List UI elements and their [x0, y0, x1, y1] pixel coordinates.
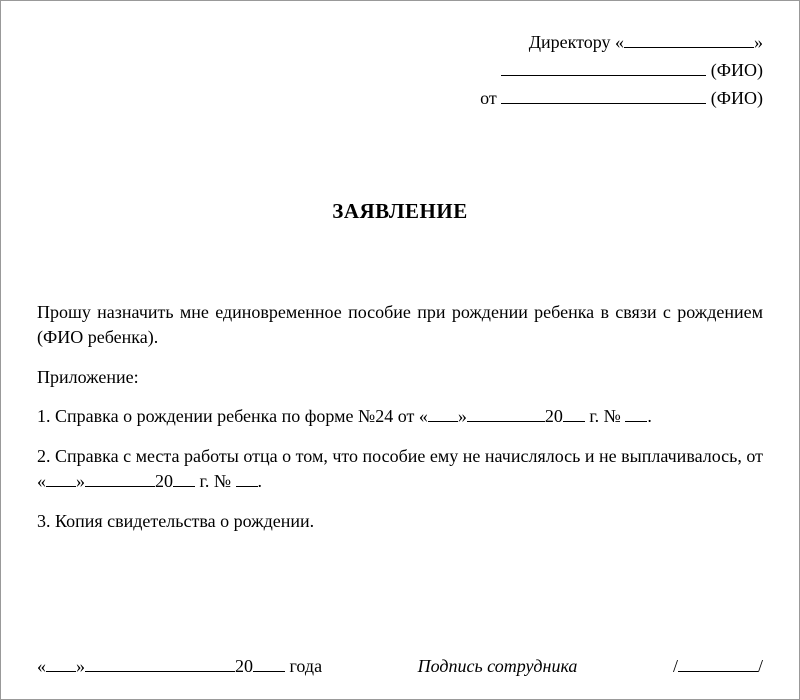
from-blank[interactable]	[501, 86, 706, 104]
date-open: «	[37, 656, 46, 676]
director-prefix: Директору «	[529, 32, 624, 52]
item2-day-blank[interactable]	[46, 469, 76, 487]
item2-end: .	[258, 471, 263, 491]
signature-slot: //	[673, 654, 763, 677]
from-fio-label: (ФИО)	[711, 88, 763, 108]
item2-num-blank[interactable]	[236, 469, 258, 487]
header-block: Директору « » (ФИО) от (ФИО)	[37, 29, 763, 113]
attachments-list: 1. Справка о рождении ребенка по форме №…	[37, 404, 763, 534]
from-line: от (ФИО)	[37, 85, 763, 113]
date-mid1: »	[76, 656, 85, 676]
attachment-2: 2. Справка с места работы отца о том, чт…	[37, 444, 763, 495]
date-month-blank[interactable]	[85, 654, 235, 672]
item1-pre: 1. Справка о рождении ребенка по форме №…	[37, 406, 428, 426]
document-page: Директору « » (ФИО) от (ФИО) ЗАЯВЛЕНИЕ Пр…	[0, 0, 800, 700]
director-line: Директору « »	[37, 29, 763, 57]
item1-year-blank[interactable]	[563, 404, 585, 422]
director-fio-blank[interactable]	[501, 58, 706, 76]
item1-post: г. №	[585, 406, 626, 426]
item1-end: .	[647, 406, 652, 426]
footer: « » 20 года Подпись сотрудника //	[37, 654, 763, 677]
date-day-blank[interactable]	[46, 654, 76, 672]
item1-day-blank[interactable]	[428, 404, 458, 422]
from-prefix: от	[480, 88, 501, 108]
director-blank[interactable]	[624, 30, 754, 48]
item2-month-blank[interactable]	[85, 469, 155, 487]
director-suffix: »	[754, 32, 763, 52]
item2-mid1: »	[76, 471, 85, 491]
signature-blank[interactable]	[678, 654, 758, 672]
item1-mid1: »	[458, 406, 467, 426]
director-fio-line: (ФИО)	[37, 57, 763, 85]
item2-mid2: 20	[155, 471, 173, 491]
item2-year-blank[interactable]	[173, 469, 195, 487]
attachments-label: Приложение:	[37, 365, 763, 391]
date-year-blank[interactable]	[253, 654, 285, 672]
request-paragraph: Прошу назначить мне единовременное пособ…	[37, 300, 763, 351]
date-mid2: 20	[235, 656, 253, 676]
attachment-1: 1. Справка о рождении ребенка по форме №…	[37, 404, 763, 430]
fio-label: (ФИО)	[711, 60, 763, 80]
attachment-3: 3. Копия свидетельства о рождении.	[37, 509, 763, 535]
date-post: года	[285, 656, 322, 676]
signature-label: Подпись сотрудника	[418, 656, 578, 677]
document-title: ЗАЯВЛЕНИЕ	[37, 199, 763, 224]
item1-num-blank[interactable]	[625, 404, 647, 422]
item1-mid2: 20	[545, 406, 563, 426]
body: Прошу назначить мне единовременное пособ…	[37, 300, 763, 535]
item1-month-blank[interactable]	[467, 404, 545, 422]
item2-post: г. №	[195, 471, 236, 491]
footer-date: « » 20 года	[37, 654, 322, 677]
